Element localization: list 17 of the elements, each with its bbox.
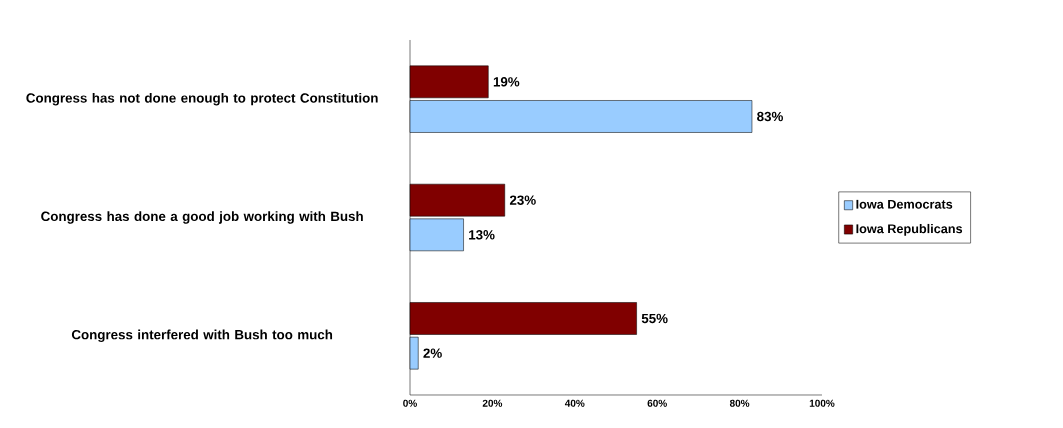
x-tick-label: 80%	[729, 399, 750, 407]
x-tick-label: 100%	[809, 399, 835, 407]
y-tick-label: Congress has done a good job working with Bush	[41, 211, 363, 224]
x-tick-label: 0%	[403, 399, 417, 407]
y-tick-label: Congress interfered with Bush too much	[71, 329, 333, 343]
data-label: 23%	[509, 195, 536, 205]
legend-label: Iowa Democrats	[856, 199, 953, 209]
data-label: 2%	[423, 348, 442, 358]
legend-label: Iowa Republicans	[856, 223, 963, 236]
y-tick-label: Congress has not done enough to protect Constitution	[26, 92, 378, 106]
x-tick-label: 40%	[564, 399, 585, 407]
data-label: 83%	[757, 111, 783, 122]
data-label: 19%	[493, 77, 520, 87]
data-label: 55%	[641, 313, 668, 324]
data-label: 13%	[469, 230, 495, 240]
x-tick-label: 60%	[647, 399, 667, 407]
x-tick-label: 20%	[482, 399, 503, 407]
